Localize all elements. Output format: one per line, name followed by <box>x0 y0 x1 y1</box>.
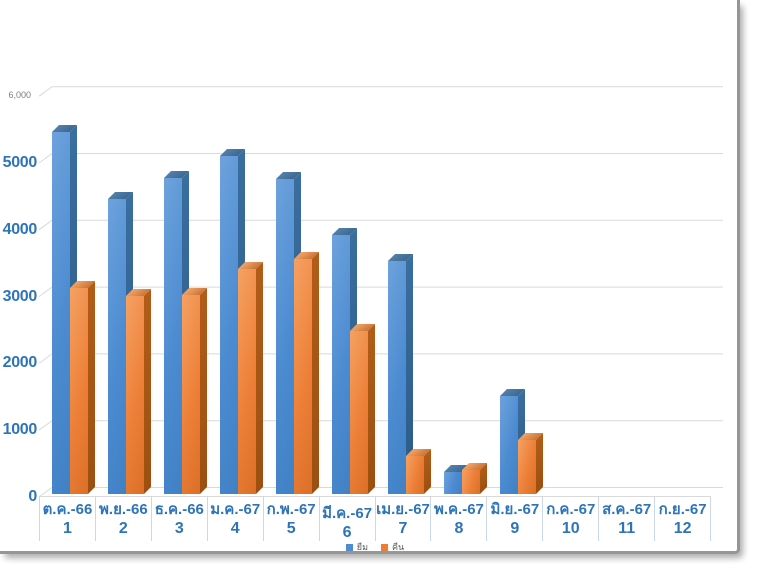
x-number-label: 9 <box>510 520 520 537</box>
bar-คืน-8 <box>462 470 480 494</box>
legend: ยืม คืน <box>39 541 711 553</box>
bar-คืน-6 <box>350 331 368 494</box>
x-number-label: 12 <box>673 520 692 537</box>
legend-swatch <box>381 543 389 551</box>
bar-คืน-3 <box>182 295 200 494</box>
x-label-4: ม.ค.-67 4 <box>206 497 263 541</box>
x-month-label: ม.ค.-67 <box>210 501 261 518</box>
bar-ยืม-2 <box>108 199 126 494</box>
legend-swatch <box>345 543 353 551</box>
x-number-label: 10 <box>561 520 580 537</box>
bar-ยืม-8 <box>444 472 462 494</box>
y-axis-max-label: 6,000 <box>8 90 31 101</box>
x-label-1: ต.ค.-66 1 <box>39 497 95 541</box>
x-label-8: พ.ค.-67 8 <box>430 497 486 541</box>
x-label-11: ส.ค.-67 11 <box>598 497 654 541</box>
y-tick-label: 1000 <box>2 421 38 439</box>
y-tick-label: 0 <box>28 488 37 505</box>
x-month-label: ก.พ.-67 <box>266 501 316 518</box>
x-number-label: 2 <box>118 520 128 537</box>
x-month-label: พ.ย.-66 <box>99 501 148 518</box>
bar-ยืม-1 <box>52 132 70 494</box>
legend-label: คืน <box>392 542 405 552</box>
bar-ยืม-3 <box>164 178 182 494</box>
bar-ยืม-7 <box>388 261 406 494</box>
x-month-label: ก.ค.-67 <box>546 501 596 518</box>
y-tick-label: 3000 <box>2 287 38 305</box>
x-month-label: มิ.ย.-67 <box>490 501 540 518</box>
bar-คืน-5 <box>294 259 312 494</box>
x-label-3: ธ.ค.-66 3 <box>150 497 207 541</box>
x-month-label: ธ.ค.-66 <box>154 501 204 518</box>
bar-ยืม-9 <box>500 396 518 494</box>
x-month-label: ก.ย.-67 <box>658 501 707 518</box>
bar-คืน-1 <box>70 288 88 494</box>
legend-item-คืน: คืน <box>381 540 404 554</box>
x-label-6: มี.ค.-67 6 <box>318 497 375 541</box>
x-number-label: 11 <box>618 520 636 537</box>
x-number-label: 3 <box>174 520 184 537</box>
chart-area: 6,000 0 1000 2000 3000 4000 5000 ต.ค.-66 1 พ.ย.… <box>0 0 737 551</box>
x-month-label: พ.ค.-67 <box>433 501 484 518</box>
bar-ยืม-5 <box>276 179 294 494</box>
legend-item-ยืม: ยืม <box>345 540 369 554</box>
bar-ยืม-4 <box>220 156 238 494</box>
x-label-5: ก.พ.-67 5 <box>262 497 319 541</box>
x-label-2: พ.ย.-66 2 <box>94 497 151 541</box>
x-month-label: ส.ค.-67 <box>602 501 652 518</box>
bar-คืน-2 <box>126 296 144 494</box>
x-label-10: ก.ค.-67 10 <box>542 497 598 541</box>
x-number-label: 4 <box>230 520 240 537</box>
x-axis: ต.ค.-66 1 พ.ย.-66 2 ธ.ค.-66 3 ม.ค.-67 4 ก.พ.-67 5… <box>39 496 712 541</box>
bar-คืน-9 <box>518 440 536 494</box>
x-label-12: ก.ย.-67 12 <box>654 497 712 541</box>
x-month-label: มี.ค.-67 <box>322 505 373 522</box>
x-number-label: 6 <box>342 524 352 541</box>
x-label-7: เม.ย.-67 7 <box>374 497 431 541</box>
legend-label: ยืม <box>356 542 369 552</box>
report-page: 6,000 0 1000 2000 3000 4000 5000 ต.ค.-66 1 พ.ย.… <box>0 0 740 554</box>
bar-ยืม-6 <box>332 235 350 494</box>
x-month-label: เม.ย.-67 <box>376 501 430 518</box>
x-number-label: 7 <box>398 520 408 537</box>
bar-คืน-7 <box>406 456 424 494</box>
x-number-label: 1 <box>63 520 72 537</box>
y-tick-label: 5000 <box>2 154 38 171</box>
x-label-9: มิ.ย.-67 9 <box>486 497 542 541</box>
y-tick-label: 2000 <box>2 354 38 372</box>
x-number-label: 8 <box>454 520 464 537</box>
y-tick-label: 4000 <box>2 220 38 238</box>
bar-คืน-4 <box>238 269 256 494</box>
x-month-label: ต.ค.-66 <box>42 501 93 518</box>
x-number-label: 5 <box>286 520 296 537</box>
